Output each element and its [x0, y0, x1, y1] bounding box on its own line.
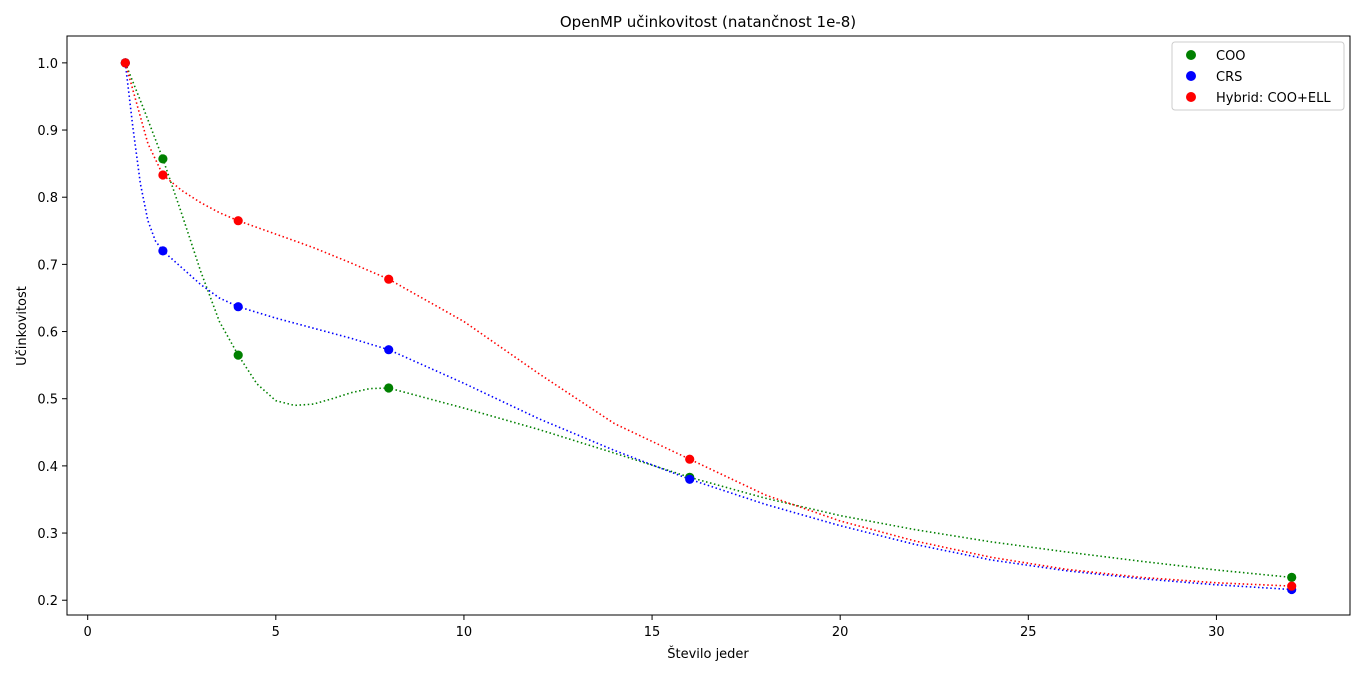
- data-point-hybrid: [384, 274, 394, 284]
- x-tick-label: 20: [832, 625, 849, 640]
- data-point-hybrid: [233, 216, 243, 226]
- y-tick-label: 0.4: [37, 460, 58, 475]
- x-tick-label: 30: [1208, 625, 1225, 640]
- plot-frame: [66, 35, 1351, 616]
- data-point-hybrid: [120, 58, 130, 68]
- x-axis-ticks: 0 5 10 15 20 25 30: [84, 615, 1225, 640]
- y-tick-label: 1.0: [37, 57, 58, 72]
- legend: COO CRS Hybrid: COO+ELL: [1171, 41, 1345, 111]
- data-point-hybrid: [1287, 581, 1297, 591]
- legend-marker-crs: [1186, 71, 1196, 81]
- data-point-hybrid: [685, 454, 695, 464]
- series-line-coo: [124, 62, 1292, 579]
- series-line-hybrid: [124, 62, 1292, 587]
- data-point-crs: [685, 474, 695, 484]
- series-line-crs: [124, 62, 1292, 591]
- legend-marker-hybrid: [1186, 92, 1196, 102]
- data-point-crs: [233, 302, 243, 312]
- x-axis-label: Število jeder: [667, 646, 749, 662]
- y-axis-label: Učinkovitost: [15, 286, 30, 366]
- legend-label-coo: COO: [1216, 49, 1246, 64]
- y-tick-label: 0.2: [37, 594, 58, 609]
- x-tick-label: 0: [84, 625, 92, 640]
- data-point-hybrid: [158, 170, 168, 180]
- y-axis-ticks: 0.2 0.3 0.4 0.5 0.6 0.7 0.8 0.9 1.0: [37, 57, 67, 609]
- legend-frame: [1171, 41, 1345, 111]
- y-tick-label: 0.3: [37, 527, 58, 542]
- data-point-crs: [384, 345, 394, 355]
- data-point-coo: [384, 383, 394, 393]
- data-point-coo: [158, 154, 168, 164]
- y-tick-label: 0.7: [37, 258, 58, 273]
- legend-label-hybrid: Hybrid: COO+ELL: [1216, 91, 1331, 106]
- chart-title: OpenMP učinkovitost (natančnost 1e-8): [560, 13, 856, 31]
- y-tick-label: 0.9: [37, 124, 58, 139]
- data-point-coo: [233, 350, 243, 360]
- y-tick-label: 0.5: [37, 393, 58, 408]
- series-points: [120, 58, 1297, 595]
- x-tick-label: 25: [1020, 625, 1037, 640]
- x-tick-label: 5: [272, 625, 280, 640]
- series-curves: [124, 62, 1292, 591]
- x-tick-label: 15: [644, 625, 661, 640]
- x-tick-label: 10: [456, 625, 473, 640]
- legend-marker-coo: [1186, 50, 1196, 60]
- y-tick-label: 0.8: [37, 191, 58, 206]
- data-point-crs: [158, 246, 168, 256]
- legend-label-crs: CRS: [1216, 70, 1242, 85]
- y-tick-label: 0.6: [37, 326, 58, 341]
- data-point-coo: [1287, 572, 1297, 583]
